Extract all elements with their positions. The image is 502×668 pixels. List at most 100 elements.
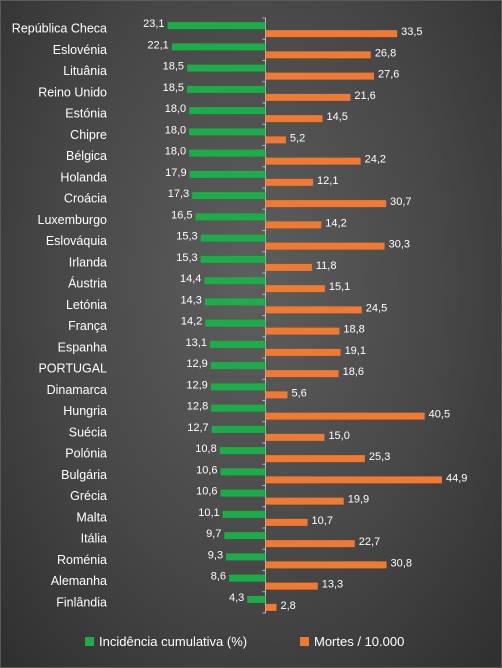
bar-mortes-hungria [265,412,425,420]
category-label-republica-checa: República Checa [12,22,107,36]
category-label-chipre: Chipre [70,128,107,142]
bar-mortes-bulgaria [265,476,442,484]
bar-incidencia-chipre [189,128,266,136]
value-label-incidencia-holanda: 17,9 [165,167,186,179]
bar-incidencia-holanda [189,170,266,178]
value-label-incidencia-franca: 14,2 [181,316,202,328]
category-label-eslovaquia: Eslováquia [46,234,107,248]
bar-incidencia-republica-checa [167,22,266,30]
value-label-mortes-lituania: 27,6 [378,69,399,81]
value-label-mortes-chipre: 5,2 [290,132,305,144]
bar-mortes-malta [265,518,308,526]
legend-swatch-mortes [300,637,309,646]
value-label-incidencia-finlandia: 4,3 [229,592,244,604]
bar-mortes-estonia [265,115,323,123]
value-label-mortes-alemanha: 13,3 [322,579,343,591]
bar-incidencia-espanha [209,340,266,348]
bar-incidencia-reino-unido [187,85,266,93]
bar-mortes-austria [265,285,325,293]
value-label-incidencia-republica-checa: 23,1 [143,18,164,30]
value-label-mortes-holanda: 12,1 [317,175,338,187]
value-label-mortes-eslovenia: 26,8 [375,47,396,59]
value-label-incidencia-irlanda: 15,3 [176,252,197,264]
bar-mortes-franca [265,327,340,335]
bar-incidencia-eslovaquia [200,234,266,242]
value-label-mortes-reino-unido: 21,6 [354,90,375,102]
value-label-incidencia-croacia: 17,3 [168,188,189,200]
bar-mortes-lituania [265,72,374,80]
bar-mortes-grecia [265,497,344,505]
category-label-eslovenia: Eslovénia [53,43,107,57]
category-label-espanha: Espanha [58,340,107,354]
category-label-hungria: Hungria [63,404,107,418]
value-label-mortes-republica-checa: 33,5 [401,26,422,38]
value-label-mortes-dinamarca: 5,6 [292,387,307,399]
category-label-grecia: Grécia [70,489,107,503]
bar-incidencia-italia [224,532,266,540]
value-label-incidencia-letonia: 14,3 [180,294,201,306]
bar-mortes-croacia [265,200,387,208]
bar-mortes-letonia [265,306,362,314]
bar-incidencia-letonia [204,298,266,306]
category-label-reino-unido: Reino Unido [38,85,107,99]
bar-mortes-suecia [265,433,325,441]
value-label-incidencia-reino-unido: 18,5 [163,82,184,94]
value-label-incidencia-malta: 10,1 [198,507,219,519]
category-label-lituania: Lituânia [63,64,107,78]
bars-layer [167,22,442,611]
category-label-irlanda: Irlanda [69,255,107,269]
bar-incidencia-belgica [189,149,266,157]
value-label-mortes-eslovaquia: 30,3 [389,239,410,251]
value-label-mortes-hungria: 40,5 [429,409,450,421]
category-label-alemanha: Alemanha [51,574,107,588]
value-label-mortes-polonia: 25,3 [369,451,390,463]
value-label-incidencia-estonia: 18,0 [165,103,186,115]
value-label-mortes-italia: 22,7 [359,536,380,548]
value-label-incidencia-portugal: 12,9 [186,358,207,370]
bar-incidencia-grecia [220,489,266,497]
bar-incidencia-estonia [189,107,266,115]
bar-mortes-belgica [265,157,361,165]
bar-mortes-irlanda [265,263,312,271]
labels-layer: 23,1 33,5 República Checa 22,1 26,8 Eslovénia… [12,18,468,612]
value-label-incidencia-suecia: 12,7 [187,422,208,434]
bar-mortes-romenia [265,561,387,569]
category-label-croacia: Croácia [64,192,107,206]
bar-mortes-eslovaquia [265,242,385,250]
bar-incidencia-alemanha [229,574,266,582]
value-label-incidencia-alemanha: 8,6 [211,571,226,583]
value-label-mortes-luxemburgo: 14,2 [325,217,346,229]
bar-incidencia-portugal [210,362,266,370]
value-label-mortes-estonia: 14,5 [326,111,347,123]
value-label-mortes-austria: 15,1 [329,281,350,293]
value-label-mortes-belgica: 24,2 [365,154,386,166]
value-label-incidencia-bulgaria: 10,6 [196,464,217,476]
bar-incidencia-franca [205,319,266,327]
category-label-letonia: Letónia [66,298,107,312]
value-label-mortes-finlandia: 2,8 [281,600,296,612]
bar-mortes-holanda [265,178,314,186]
value-label-mortes-franca: 18,8 [343,324,364,336]
value-label-mortes-grecia: 19,9 [348,494,369,506]
value-label-mortes-bulgaria: 44,9 [446,472,467,484]
legend-swatch-incidencia [85,637,94,646]
bar-mortes-eslovenia [265,51,371,59]
bar-mortes-espanha [265,348,341,356]
bar-mortes-alemanha [265,582,318,590]
bar-incidencia-dinamarca [210,383,266,391]
bar-mortes-reino-unido [265,93,351,101]
category-label-franca: França [68,319,107,333]
value-label-mortes-suecia: 15,0 [328,430,349,442]
category-label-finlandia: Finlândia [56,595,107,609]
category-label-austria: Áustria [68,276,107,291]
category-label-holanda: Holanda [60,170,107,184]
category-label-romenia: Roménia [57,553,107,567]
bar-incidencia-irlanda [200,255,266,263]
legend-label-mortes: Mortes / 10.000 [314,634,404,649]
bar-incidencia-luxemburgo [195,213,266,221]
category-label-suecia: Suécia [69,425,107,439]
value-label-incidencia-eslovaquia: 15,3 [176,231,197,243]
bar-mortes-finlandia [265,603,277,611]
value-label-incidencia-hungria: 12,8 [187,401,208,413]
